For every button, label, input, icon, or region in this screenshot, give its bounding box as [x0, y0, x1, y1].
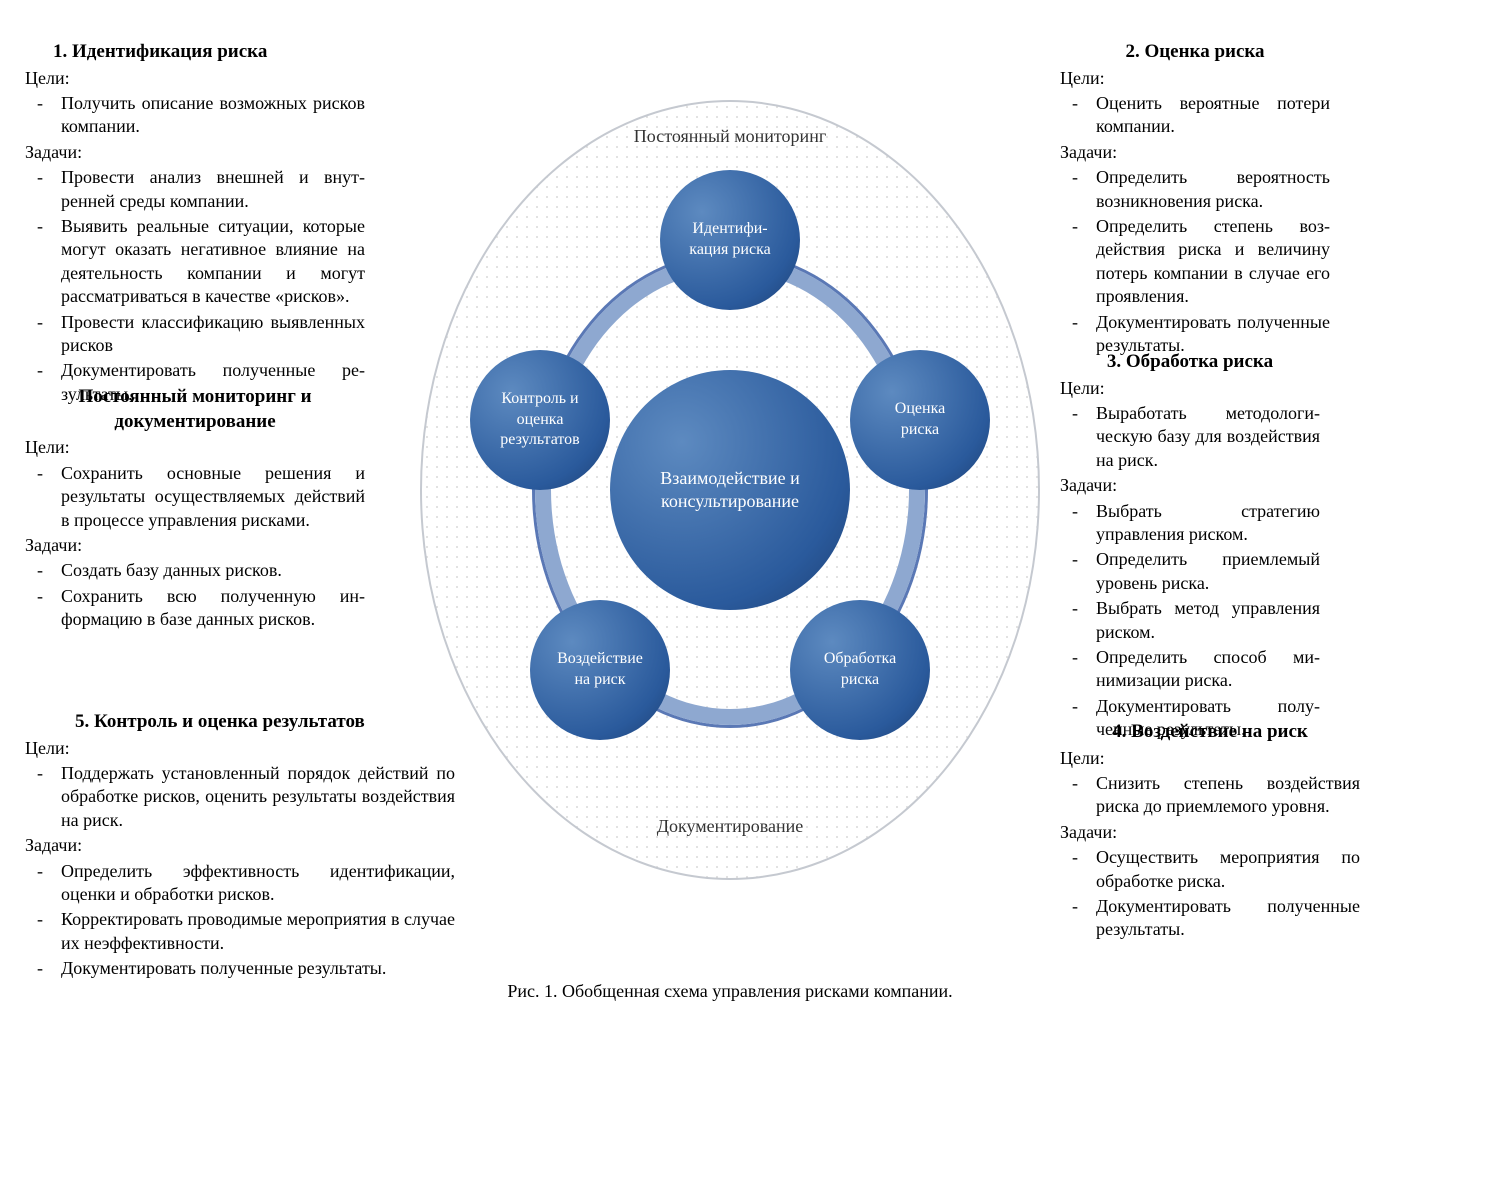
- section-5: 5. Контроль и оценка результатов Цели: П…: [25, 710, 455, 983]
- s1-tasks-label: Задачи:: [25, 141, 365, 164]
- list-item: Выявить реальные ситуации, кото­рые могу…: [61, 215, 365, 309]
- outer-label-bottom: Документирование: [600, 815, 860, 838]
- section-1-title: 1. Идентификация риска: [25, 40, 365, 65]
- s3-tasks-label: Задачи:: [1060, 474, 1320, 497]
- section-mon-title: Постоянный мониторинг и документирование: [25, 385, 365, 434]
- list-item: Провести анализ внешней и внут­ренней ср…: [61, 166, 365, 213]
- list-item: Выбрать стратегию управления риском.: [1096, 500, 1320, 547]
- list-item: Сохранить всю полученную ин­формацию в б…: [61, 585, 365, 632]
- list-item: Выбрать метод управле­ния риском.: [1096, 597, 1320, 644]
- section-3-title: 3. Обработка риска: [1060, 350, 1320, 375]
- sMon-goals-label: Цели:: [25, 436, 365, 459]
- list-item: Выработать методологи­ческую базу для во…: [1096, 402, 1320, 472]
- s3-goals-label: Цели:: [1060, 377, 1320, 400]
- s2-goals-label: Цели:: [1060, 67, 1330, 90]
- s3-tasks: Выбрать стратегию управления риском.Опре…: [1060, 500, 1320, 742]
- section-4: 4. Воздействие на риск Цели: Снизить сте…: [1060, 720, 1360, 944]
- s2-tasks-label: Задачи:: [1060, 141, 1330, 164]
- section-2: 2. Оценка риска Цели: Оценить вероятные …: [1060, 40, 1330, 359]
- outer-label-top: Постоянный мониторинг: [600, 125, 860, 148]
- section-3: 3. Обработка риска Цели: Выработать мето…: [1060, 350, 1320, 744]
- sMon-tasks: Создать базу данных рисков. Сохранить всю…: [25, 559, 365, 631]
- s4-goals-label: Цели:: [1060, 747, 1360, 770]
- s2-goals: Оценить вероятные потери компании.: [1060, 92, 1330, 139]
- s5-goals: Поддержать установленный порядок действи…: [25, 762, 455, 832]
- list-item: Сохранить основные решения и результаты …: [61, 462, 365, 532]
- list-item: Провести классификацию выяв­ленных риско…: [61, 311, 365, 358]
- sMon-goals: Сохранить основные решения и результаты …: [25, 462, 365, 532]
- center-node-label: Взаимодействие и консультирование: [634, 467, 826, 514]
- s1-goals-label: Цели:: [25, 67, 365, 90]
- s1-goals: Получить описание возможных рисков компа…: [25, 92, 365, 139]
- list-item: Осуществить мероприятия по обработке рис…: [1096, 846, 1360, 893]
- figure-caption: Рис. 1. Обобщенная схема управления риск…: [430, 980, 1030, 1003]
- list-item: Определить способ ми­нимизации риска.: [1096, 646, 1320, 693]
- s4-goals: Снизить степень воздействия риска до при…: [1060, 772, 1360, 819]
- s4-tasks-label: Задачи:: [1060, 821, 1360, 844]
- diagram-node-n5: Контроль иоценкарезультатов: [470, 350, 610, 490]
- section-monitoring: Постоянный мониторинг и документирование…: [25, 385, 365, 634]
- list-item: Оценить вероятные потери компании.: [1096, 92, 1330, 139]
- s4-tasks: Осуществить мероприятия по обработке рис…: [1060, 846, 1360, 942]
- list-item: Документировать полученные результаты.: [1096, 895, 1360, 942]
- list-item: Определить приемлемый уровень риска.: [1096, 548, 1320, 595]
- s5-tasks: Определить эффективность идентификации, …: [25, 860, 455, 981]
- list-item: Документировать полученные результаты.: [61, 957, 455, 980]
- list-item: Создать базу данных рисков.: [61, 559, 365, 582]
- risk-diagram: Постоянный мониторинг Документирование В…: [420, 40, 1040, 960]
- s3-goals: Выработать методологи­ческую базу для во…: [1060, 402, 1320, 472]
- list-item: Определить вероятность возникновения рис…: [1096, 166, 1330, 213]
- s2-tasks: Определить вероятность возникновения рис…: [1060, 166, 1330, 357]
- s5-tasks-label: Задачи:: [25, 834, 455, 857]
- diagram-node-n4: Воздействиена риск: [530, 600, 670, 740]
- list-item: Получить описание возможных рисков компа…: [61, 92, 365, 139]
- page-root: 1. Идентификация риска Цели: Получить оп…: [0, 0, 1500, 1200]
- s1-tasks: Провести анализ внешней и внут­ренней ср…: [25, 166, 365, 406]
- list-item: Определить эффективность идентификации, …: [61, 860, 455, 907]
- diagram-node-n1: Идентифи-кация риска: [660, 170, 800, 310]
- section-2-title: 2. Оценка риска: [1060, 40, 1330, 65]
- list-item: Определить степень воз­действия риска и …: [1096, 215, 1330, 309]
- list-item: Корректировать проводимые мероприятия в …: [61, 908, 455, 955]
- center-node: Взаимодействие и консультирование: [610, 370, 850, 610]
- s5-goals-label: Цели:: [25, 737, 455, 760]
- section-4-title: 4. Воздействие на риск: [1060, 720, 1360, 745]
- diagram-node-n2: Оценкариска: [850, 350, 990, 490]
- section-5-title: 5. Контроль и оценка результатов: [25, 710, 455, 735]
- list-item: Поддержать установленный порядок действи…: [61, 762, 455, 832]
- diagram-node-n3: Обработкариска: [790, 600, 930, 740]
- list-item: Снизить степень воздействия риска до при…: [1096, 772, 1360, 819]
- sMon-tasks-label: Задачи:: [25, 534, 365, 557]
- section-1: 1. Идентификация риска Цели: Получить оп…: [25, 40, 365, 408]
